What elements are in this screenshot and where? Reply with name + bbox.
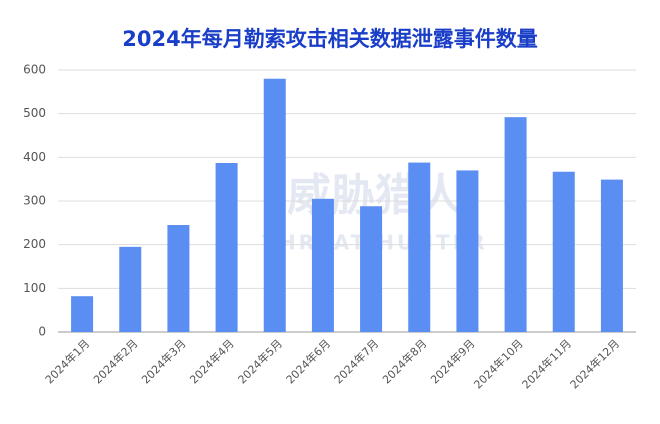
x-tick-label: 2024年12月: [567, 336, 622, 391]
bar: [167, 225, 190, 332]
x-tick-label: 2024年7月: [331, 336, 381, 386]
x-tick-label: 2024年3月: [138, 336, 188, 386]
x-tick-label: 2024年10月: [471, 336, 526, 391]
x-tick-label: 2024年6月: [283, 336, 333, 386]
x-tick-label: 2024年9月: [427, 336, 477, 386]
bar: [119, 246, 142, 332]
bar: [552, 171, 575, 332]
y-tick-label: 500: [23, 106, 46, 120]
x-tick-label: 2024年1月: [42, 336, 92, 386]
bar: [263, 78, 286, 332]
bar: [360, 206, 383, 332]
x-tick-label: 2024年8月: [379, 336, 429, 386]
y-tick-label: 600: [23, 63, 46, 77]
chart-title: 2024年每月勒索攻击相关数据泄露事件数量: [122, 27, 537, 51]
y-tick-label: 400: [23, 150, 46, 164]
x-tick-label: 2024年11月: [519, 336, 574, 391]
bar: [456, 170, 479, 332]
bar: [311, 198, 334, 332]
y-tick-label: 300: [23, 194, 46, 208]
bar: [504, 117, 527, 332]
y-tick-label: 0: [38, 325, 46, 339]
bar: [408, 162, 431, 332]
x-tick-label: 2024年2月: [90, 336, 140, 386]
y-tick-label: 200: [23, 237, 46, 251]
bar: [215, 163, 238, 332]
y-tick-label: 100: [23, 281, 46, 295]
x-tick-label: 2024年4月: [187, 336, 237, 386]
bar: [600, 179, 623, 332]
x-tick-label: 2024年5月: [235, 336, 285, 386]
bar: [71, 296, 94, 332]
